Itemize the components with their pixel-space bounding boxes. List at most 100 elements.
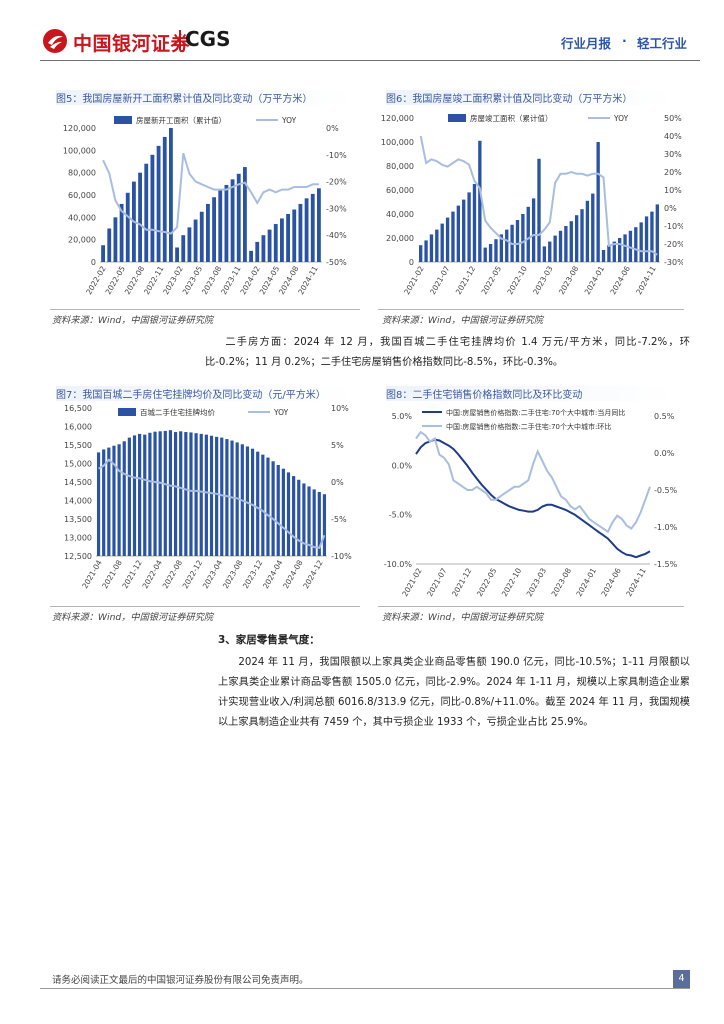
right-tick-label: 0.0% — [654, 449, 675, 458]
figure-8-rule — [378, 606, 684, 607]
x-tick-label: 2023-03 — [525, 566, 549, 598]
bar — [249, 250, 253, 262]
left-tick-label: 15,500 — [64, 441, 92, 450]
bar — [127, 437, 131, 556]
bar — [569, 221, 573, 262]
bar — [312, 489, 316, 556]
bar — [193, 219, 198, 262]
bar — [144, 163, 149, 262]
left-tick-label: 0 — [91, 258, 96, 267]
bar — [163, 430, 167, 556]
left-tick-label: 0.0% — [392, 461, 413, 470]
x-tick-label: 2021-07 — [428, 264, 452, 296]
bar — [148, 432, 152, 556]
figure-7-rule — [50, 606, 360, 607]
bar — [596, 142, 600, 262]
bar — [505, 229, 509, 262]
bar — [168, 430, 173, 556]
bar — [138, 172, 142, 262]
legend-swatch-bar — [118, 408, 136, 416]
bar — [322, 494, 327, 556]
bar — [601, 250, 606, 262]
bar — [119, 203, 124, 262]
bar — [472, 184, 477, 262]
bar — [220, 437, 224, 556]
x-tick-label: 2021-12 — [450, 566, 474, 598]
bar — [307, 486, 311, 556]
x-tick-label: 2022-10 — [505, 264, 529, 296]
logo-icon — [43, 29, 67, 53]
right-tick-label: 20% — [664, 168, 682, 177]
header-dot: · — [622, 33, 627, 48]
bar — [558, 230, 563, 262]
right-tick-label: -0.5% — [654, 486, 678, 495]
bar — [189, 432, 193, 556]
bar — [175, 247, 179, 262]
bar — [162, 136, 167, 262]
left-tick-label: 15,000 — [64, 460, 92, 469]
bar — [435, 229, 439, 262]
right-tick-label: 10% — [331, 404, 349, 413]
figure-8-source: 资料来源：Wind，中国银河证券研究院 — [382, 612, 544, 623]
figure-7-chart: 16,500 16,000 15,500 15,000 14,500 14,000 13,5… — [64, 404, 352, 590]
right-tick-label: 10% — [664, 186, 682, 195]
section-3-title: 3、家居零售景气度： — [218, 634, 320, 646]
figure-6-source: 资料来源：Wind，中国银河证券研究院 — [382, 315, 544, 326]
bar — [424, 240, 428, 262]
bar — [310, 193, 315, 262]
bar — [655, 204, 659, 262]
legend-label: 房屋新开工面积（累计值） — [136, 115, 226, 125]
left-tick-label: 0 — [409, 258, 414, 267]
bar — [96, 452, 101, 556]
bar — [153, 431, 157, 556]
bar — [224, 184, 229, 262]
left-tick-label: 14,500 — [64, 478, 92, 487]
bar — [215, 436, 219, 556]
bar — [488, 244, 493, 262]
right-tick-label: -5% — [331, 515, 347, 524]
figure-5-title: 图5：我国房屋新开工面积累计值及同比变动（万平方米） — [56, 90, 356, 105]
right-tick-label: -1.0% — [654, 523, 678, 532]
bar — [553, 235, 557, 262]
bar — [199, 433, 203, 556]
figure-7-source: 资料来源：Wind，中国银河证券研究院 — [52, 612, 214, 623]
bar — [623, 234, 627, 262]
right-tick-label: -10% — [664, 222, 683, 231]
bar — [107, 447, 111, 556]
bar — [256, 451, 260, 556]
legend-label: 百城二手住宅挂牌均价 — [140, 407, 215, 417]
bar — [317, 491, 321, 556]
x-tick-label: 2021-07 — [425, 566, 449, 598]
right-tick-label: -40% — [326, 231, 347, 240]
figure-8-chart: 5.0% 0.0% -5.0% -10.0% 0.5% 0.0% -0.5% -1.0% -1.… — [384, 408, 678, 598]
figure-6-title: 图6：我国房屋竣工面积累计值及同比变动（万平方米） — [386, 90, 676, 105]
brand-divider — [179, 30, 181, 50]
brand-name-en: CGS — [185, 27, 231, 51]
bar — [526, 206, 530, 262]
figure-8-title: 图8：二手住宅销售价格指数同比及环比变动 — [386, 386, 676, 401]
bar — [138, 433, 142, 556]
bar — [591, 193, 595, 262]
bar — [292, 209, 297, 262]
bar — [542, 246, 547, 262]
bar — [298, 203, 303, 262]
right-tick-label: -30% — [326, 204, 347, 213]
left-tick-label: 80,000 — [386, 162, 414, 171]
yoy-line — [102, 152, 319, 235]
x-tick-label: 2024-06 — [608, 264, 632, 296]
x-tick-label: 2022-10 — [500, 566, 524, 598]
page-number: 4 — [673, 970, 690, 988]
bar — [156, 145, 161, 262]
left-tick-label: 60,000 — [386, 186, 414, 195]
bar — [280, 218, 284, 262]
x-tick-label: 2022-05 — [475, 566, 499, 598]
bar — [261, 454, 265, 556]
bar — [456, 205, 461, 262]
bar — [580, 209, 584, 262]
bar — [297, 479, 301, 556]
left-tick-label: 120,000 — [381, 114, 414, 123]
left-tick-label: 16,000 — [64, 423, 92, 432]
bar — [650, 211, 654, 262]
bar — [184, 432, 188, 556]
left-tick-label: -5.0% — [389, 511, 413, 520]
